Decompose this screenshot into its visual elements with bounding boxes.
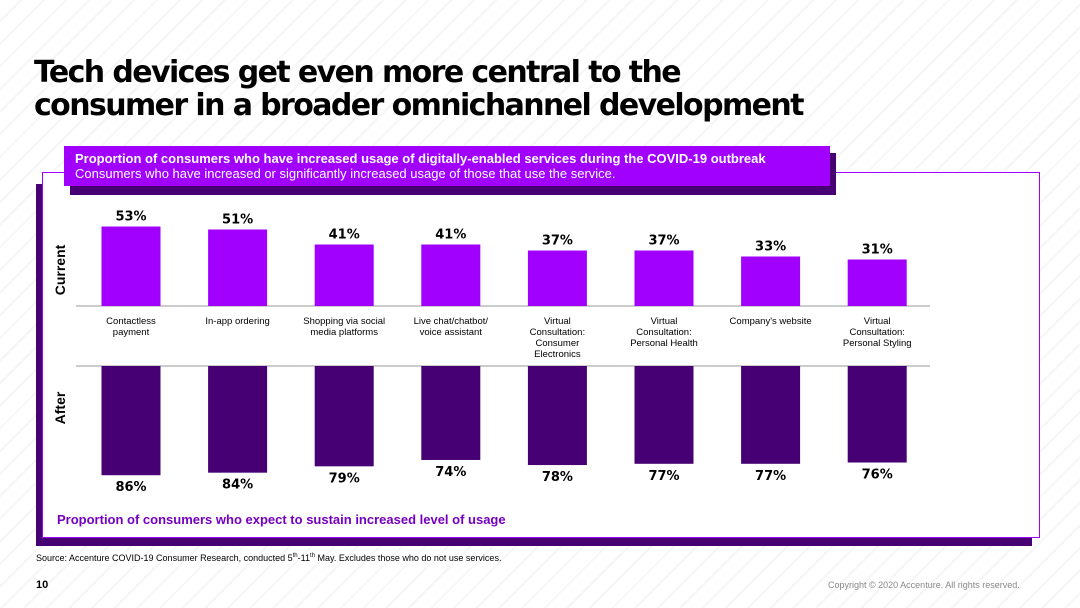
category-label-4-line-2: voice assistant [419,327,482,338]
after-bar-1 [101,366,161,476]
current-value-label-1: 53% [115,210,146,225]
current-value-label-7: 33% [755,240,786,255]
current-bar-3 [314,244,374,306]
title-line-1: Tech devices get even more central to th… [34,55,682,90]
category-label-6-line-1: Virtual [650,316,678,327]
after-value-label-6: 77% [648,469,679,484]
banner-subtitle: Consumers who have increased or signific… [75,166,616,181]
after-bar-4 [421,366,481,460]
source-sup-1: th [292,553,298,559]
current-bar-2 [208,229,268,306]
current-bar-7 [741,256,801,306]
category-label-1-line-1: Contactless [106,316,156,327]
after-value-label-2: 84% [222,478,253,493]
category-label-8-line-1: Virtual [863,316,891,327]
page-title: Tech devices get even more central to th… [34,56,934,122]
current-value-label-8: 31% [862,243,893,258]
category-label-4: Live chat/chatbot/voice assistant [401,316,501,338]
category-label-6-line-3: Personal Health [630,338,698,349]
current-value-label-3: 41% [329,228,360,243]
category-label-3: Shopping via social media platforms [294,316,394,338]
current-bar-4 [421,244,481,306]
source-mid: -11 [297,553,310,563]
after-bar-2 [208,366,268,473]
current-value-label-4: 41% [435,228,466,243]
page-number: 10 [36,579,49,591]
bottom-caption: Proportion of consumers who expect to su… [57,512,506,527]
category-label-8-line-2: Consultation: [849,327,905,338]
current-bar-8 [847,259,907,306]
current-value-label-5: 37% [542,234,573,249]
category-label-8-line-3: Personal Styling [842,338,912,349]
category-label-2: In-app ordering [188,316,288,327]
category-label-6: Virtual Consultation: Personal Health [614,316,714,349]
source-prefix: Source: Accenture COVID-19 Consumer Rese… [36,553,293,563]
after-value-label-7: 77% [755,469,786,484]
category-label-5-line-4: Electronics [534,349,581,360]
current-bar-5 [527,250,587,306]
source-sup-2: th [310,553,316,559]
current-bar-1 [101,226,161,306]
after-value-label-1: 86% [115,480,146,495]
chart-banner: Proportion of consumers who have increas… [64,146,830,186]
category-label-5-line-2: Consultation: [529,327,586,338]
category-label-7: Company's website [721,316,821,327]
after-bar-7 [741,366,801,464]
category-label-3-line-1: Shopping via social [303,316,386,327]
after-bar-8 [847,366,907,463]
after-bar-5 [527,366,587,466]
category-label-5-line-1: Virtual [544,316,571,327]
current-value-label-2: 51% [222,213,253,228]
category-label-6-line-2: Consultation: [636,327,692,338]
after-bar-6 [634,366,694,464]
category-label-7-line-1: Company's website [729,316,812,327]
category-label-1-line-2: payment [112,327,150,338]
source-suffix: May. Excludes those who do not use servi… [315,553,502,563]
category-label-5: Virtual Consultation: Consumer Electronics [507,316,607,360]
after-bar-3 [314,366,374,467]
source-note: Source: Accenture COVID-19 Consumer Rese… [36,553,501,563]
category-label-1: Contactless payment [81,316,181,338]
after-value-label-5: 78% [542,470,573,485]
after-value-label-4: 74% [435,465,466,480]
category-label-4-line-1: Live chat/chatbot/ [413,316,489,327]
category-label-8: Virtual Consultation: Personal Styling [827,316,927,349]
category-label-3-line-2: media platforms [310,327,378,338]
banner-title: Proportion of consumers who have increas… [75,151,766,166]
after-value-label-3: 79% [329,471,360,486]
copyright: Copyright © 2020 Accenture. All rights r… [828,580,1020,590]
current-bar-6 [634,250,694,306]
after-value-label-8: 76% [862,468,893,483]
title-line-2: consumer in a broader omnichannel develo… [34,88,804,123]
current-value-label-6: 37% [648,234,679,249]
category-label-2-line-1: In-app ordering [205,316,270,327]
category-label-5-line-3: Consumer [535,338,580,349]
